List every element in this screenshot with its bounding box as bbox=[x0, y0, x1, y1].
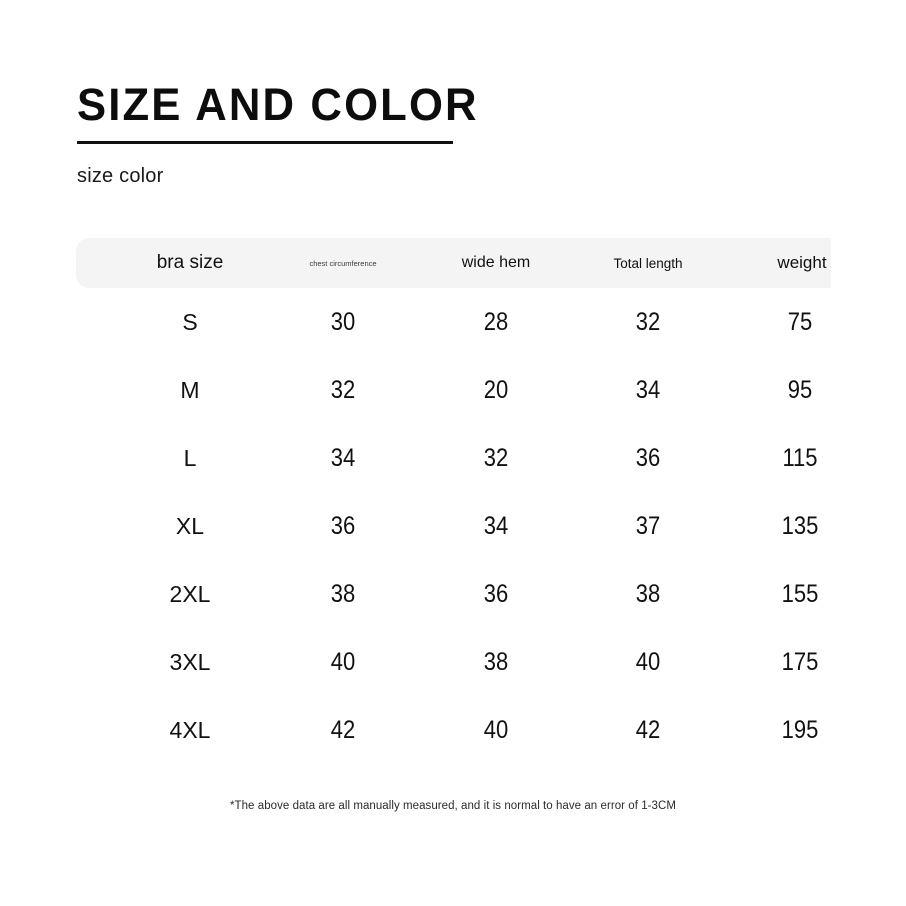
cell-weight: 115 bbox=[782, 443, 818, 472]
cell-hem: 28 bbox=[483, 307, 509, 336]
table-row: 3XL 40 38 40 175 bbox=[0, 628, 906, 696]
cell-length: 38 bbox=[635, 579, 661, 608]
cell-hem: 20 bbox=[483, 375, 509, 404]
measurement-disclaimer: *The above data are all manually measure… bbox=[230, 800, 676, 812]
table-row: 4XL 42 40 42 195 bbox=[0, 696, 906, 764]
cell-size: 4XL bbox=[169, 716, 211, 743]
size-chart-table: bra size chest circumference wide hem To… bbox=[0, 238, 906, 764]
cell-length: 34 bbox=[635, 375, 661, 404]
cell-hem: 32 bbox=[483, 443, 509, 472]
table-row: S 30 28 32 75 bbox=[0, 288, 906, 356]
cell-hem: 34 bbox=[483, 511, 509, 540]
cell-size: M bbox=[180, 376, 200, 403]
table-header-row: bra size chest circumference wide hem To… bbox=[0, 238, 831, 288]
cell-chest: 40 bbox=[330, 647, 356, 676]
cell-chest: 36 bbox=[330, 511, 356, 540]
cell-weight: 155 bbox=[781, 579, 819, 608]
cell-size: L bbox=[183, 444, 197, 471]
cell-length: 36 bbox=[635, 443, 661, 472]
table-row: 2XL 38 36 38 155 bbox=[0, 560, 906, 628]
table-body: S 30 28 32 75 M 32 20 34 95 L 34 32 36 1… bbox=[0, 288, 906, 764]
cell-weight: 175 bbox=[781, 647, 819, 676]
cell-weight: 195 bbox=[781, 715, 819, 744]
cell-chest: 32 bbox=[330, 375, 356, 404]
cell-weight: 135 bbox=[781, 511, 819, 540]
column-header-chest-circumference: chest circumference bbox=[309, 258, 377, 268]
cell-chest: 38 bbox=[330, 579, 356, 608]
cell-weight: 95 bbox=[787, 375, 813, 404]
column-header-weight: weight bbox=[777, 253, 827, 272]
cell-hem: 38 bbox=[483, 647, 509, 676]
column-header-wide-hem: wide hem bbox=[461, 254, 531, 271]
table-header-clip: bra size chest circumference wide hem To… bbox=[0, 238, 831, 288]
table-header-band bbox=[76, 238, 831, 288]
cell-chest: 30 bbox=[330, 307, 356, 336]
cell-hem: 40 bbox=[483, 715, 509, 744]
column-header-total-length: Total length bbox=[613, 255, 683, 271]
cell-size: XL bbox=[175, 512, 205, 539]
cell-size: S bbox=[182, 308, 198, 335]
table-row: L 34 32 36 115 bbox=[0, 424, 906, 492]
page-header: SIZE AND COLOR size color bbox=[77, 82, 837, 188]
cell-size: 2XL bbox=[169, 580, 211, 607]
cell-size: 3XL bbox=[169, 648, 211, 675]
cell-chest: 42 bbox=[330, 715, 356, 744]
page-title: SIZE AND COLOR bbox=[77, 79, 479, 130]
cell-length: 37 bbox=[635, 511, 661, 540]
table-row: M 32 20 34 95 bbox=[0, 356, 906, 424]
title-underline-rule bbox=[77, 141, 453, 144]
cell-chest: 34 bbox=[330, 443, 356, 472]
cell-length: 42 bbox=[635, 715, 661, 744]
page-subtitle: size color bbox=[77, 165, 164, 187]
cell-hem: 36 bbox=[483, 579, 509, 608]
cell-weight: 75 bbox=[787, 307, 813, 336]
cell-length: 40 bbox=[635, 647, 661, 676]
cell-length: 32 bbox=[635, 307, 661, 336]
column-header-bra-size: bra size bbox=[156, 252, 224, 273]
table-row: XL 36 34 37 135 bbox=[0, 492, 906, 560]
